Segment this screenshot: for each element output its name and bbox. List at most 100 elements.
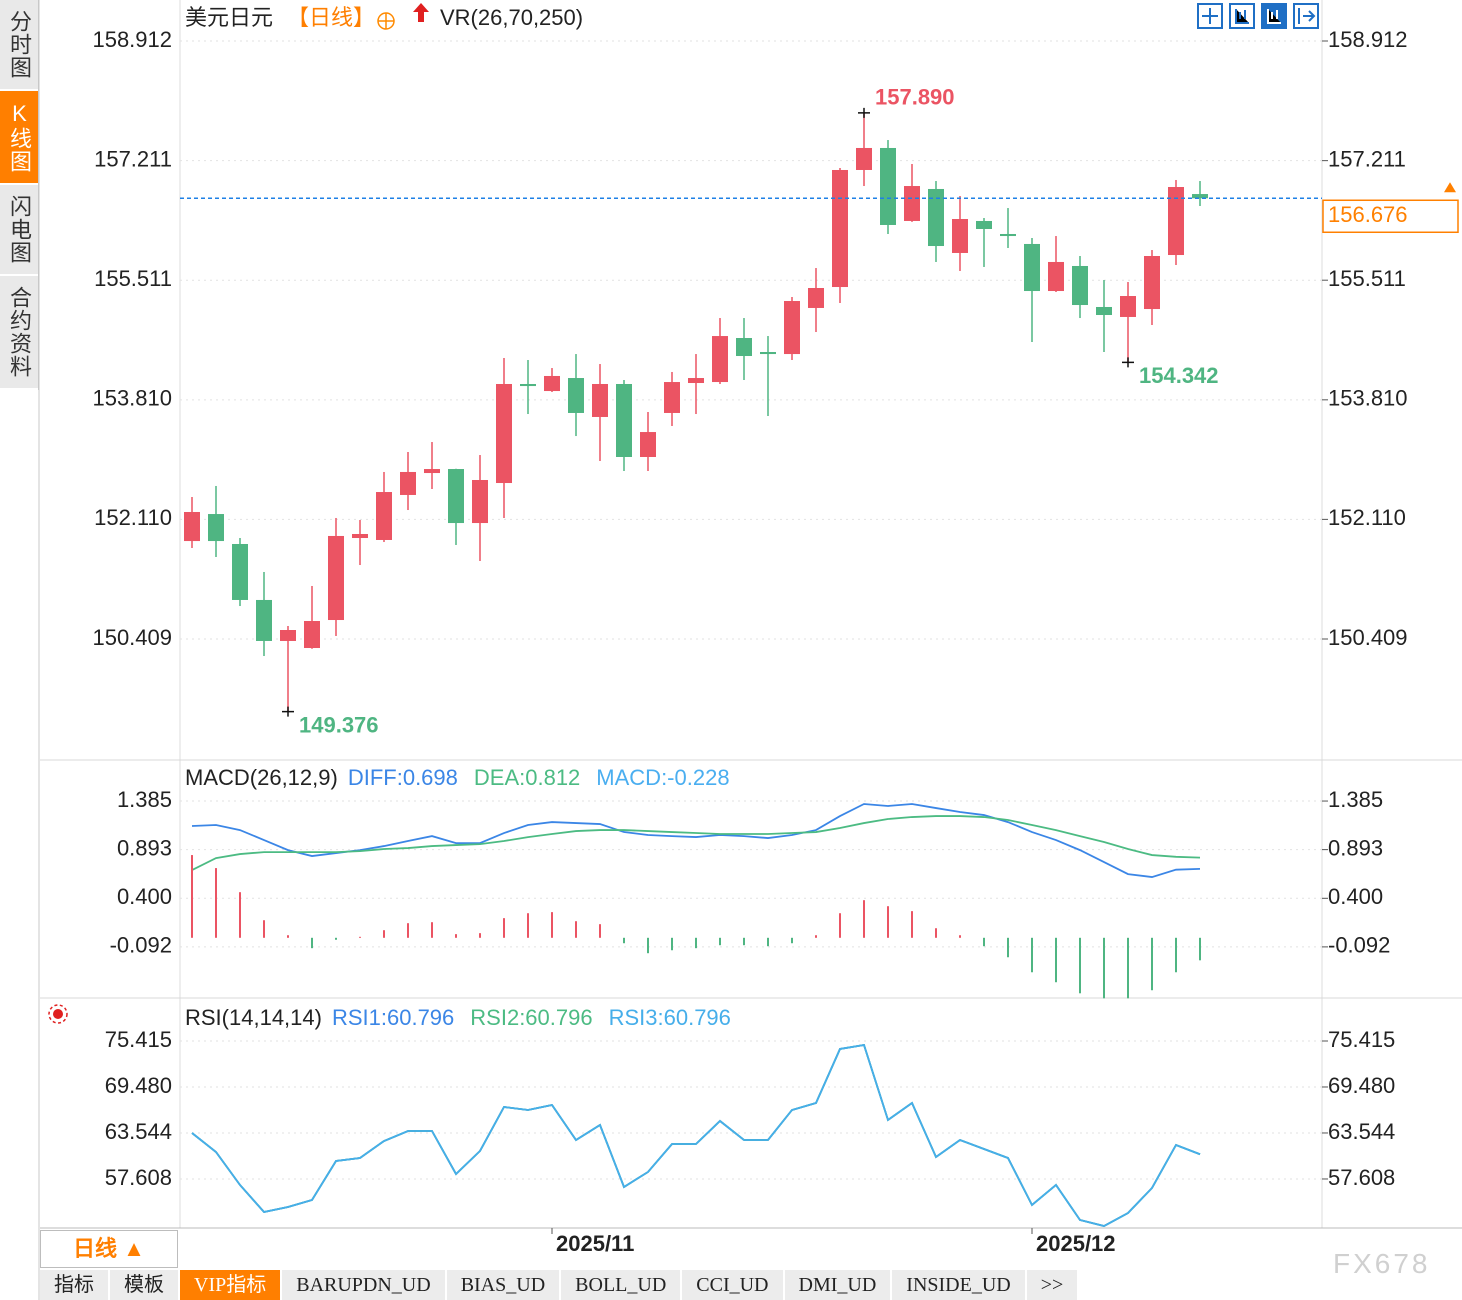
indicator-label: VR(26,70,250) xyxy=(440,5,583,30)
candle-body xyxy=(760,351,776,355)
legend-entry: DEA:0.812 xyxy=(474,765,580,790)
sidebar-tab[interactable]: 分时图 xyxy=(0,0,38,91)
candle-body xyxy=(712,336,728,383)
sidebar-tab[interactable]: 合约资料 xyxy=(0,276,38,390)
candle-body xyxy=(520,383,536,387)
candle-body xyxy=(400,471,416,495)
candle-body xyxy=(568,378,584,413)
candle-body xyxy=(1096,306,1112,316)
candle-body xyxy=(928,188,944,247)
annotation-marker xyxy=(282,706,294,717)
y-tick-label-right: -0.092 xyxy=(1328,933,1390,958)
y-tick-label-right: 69.480 xyxy=(1328,1073,1395,1098)
candle-body xyxy=(1000,233,1016,237)
sidebar: 分时图 K线图 闪电图 合约资料 xyxy=(0,0,39,390)
series-line xyxy=(191,1043,1201,1227)
candle-body xyxy=(880,147,896,225)
indicator-tab[interactable]: BOLL_UD xyxy=(561,1270,683,1300)
candle-body xyxy=(496,383,512,484)
y-tick-label-right: 150.409 xyxy=(1328,625,1408,650)
legend-entry: DIFF:0.698 xyxy=(348,765,458,790)
panel-title: MACD(26,12,9) xyxy=(185,765,338,790)
period-text: 日线 xyxy=(73,1236,118,1261)
toolbar-icon[interactable] xyxy=(1229,3,1255,29)
y-tick-label: 155.511 xyxy=(94,266,172,291)
y-tick-label: 69.480 xyxy=(105,1073,172,1098)
last-price-box xyxy=(1322,199,1459,234)
y-tick-label-right: 1.385 xyxy=(1328,787,1383,812)
sidebar-tab[interactable]: K线图 xyxy=(0,91,38,185)
candle-body xyxy=(544,375,560,392)
indicator-tab[interactable]: 指标 xyxy=(40,1270,110,1300)
candle-body xyxy=(304,621,320,649)
candle-body xyxy=(904,186,920,221)
toolbar-icon[interactable] xyxy=(1197,3,1223,29)
candle-body xyxy=(736,338,752,357)
watermark: FX678 xyxy=(1333,1248,1431,1279)
candle-body xyxy=(472,479,488,524)
candle-body xyxy=(328,535,344,621)
y-tick-label: 63.544 xyxy=(105,1119,172,1144)
indicator-tab[interactable]: VIP指标 xyxy=(180,1270,283,1300)
legend-entry: RSI1:60.796 xyxy=(332,1005,454,1030)
chart-title: 美元日元 xyxy=(185,5,273,30)
candle-body xyxy=(1024,243,1040,292)
candle-body xyxy=(784,301,800,355)
settings-icon[interactable] xyxy=(377,12,395,30)
series-line xyxy=(191,1043,1201,1227)
annotation-label: 157.890 xyxy=(875,85,955,110)
indicator-arrow[interactable] xyxy=(413,3,429,22)
indicator-tabs: 指标 模板 VIP指标 BARUPDN_UD BIAS_UD BOLL_UD CCI_UD D… xyxy=(40,1270,1080,1300)
y-tick-label: 150.409 xyxy=(92,625,172,650)
sidebar-tab[interactable]: 闪电图 xyxy=(0,185,38,276)
indicator-tab[interactable]: CCI_UD xyxy=(682,1270,785,1300)
rsi-icon[interactable] xyxy=(48,1004,68,1024)
candle-body xyxy=(184,511,200,542)
candle-body xyxy=(280,630,296,641)
y-tick-label: 158.912 xyxy=(92,27,172,52)
candle-body xyxy=(832,169,848,288)
candle-body xyxy=(664,382,680,413)
indicator-tab[interactable]: INSIDE_UD xyxy=(892,1270,1027,1300)
y-tick-label: -0.092 xyxy=(110,933,172,958)
y-tick-label-right: 0.400 xyxy=(1328,884,1383,909)
y-tick-label-right: 57.608 xyxy=(1328,1165,1395,1190)
candle-body xyxy=(376,492,392,540)
series-line xyxy=(191,803,1201,878)
indicator-tab[interactable]: DMI_UD xyxy=(784,1270,893,1300)
indicator-tab[interactable]: BIAS_UD xyxy=(446,1270,562,1300)
candle-body xyxy=(424,469,440,474)
indicator-tab[interactable]: BARUPDN_UD xyxy=(282,1270,447,1300)
candle-body xyxy=(1168,187,1184,256)
annotation-label: 154.342 xyxy=(1139,363,1219,388)
candle-body xyxy=(1144,256,1160,310)
candle-body xyxy=(808,287,824,308)
y-tick-label: 0.893 xyxy=(117,835,172,860)
candle-body xyxy=(232,543,248,600)
candle-body xyxy=(952,219,968,253)
candle-body xyxy=(616,383,632,457)
indicator-tab[interactable]: 模板 xyxy=(110,1270,180,1300)
candle-body xyxy=(1048,261,1064,292)
legend-entry: MACD:-0.228 xyxy=(596,765,729,790)
y-tick-label-right: 0.893 xyxy=(1328,835,1383,860)
y-tick-label: 157.211 xyxy=(94,146,172,171)
period-arrow: ▲ xyxy=(123,1236,145,1261)
y-tick-label: 57.608 xyxy=(105,1165,172,1190)
period-button[interactable]: 日线 ▲ xyxy=(40,1230,178,1268)
annotation-marker xyxy=(858,107,870,118)
candle-body xyxy=(856,147,872,170)
annotation-marker xyxy=(1122,357,1134,368)
candle-body xyxy=(448,469,464,524)
panel-title: RSI(14,14,14) xyxy=(185,1005,322,1030)
indicator-tab[interactable]: >> xyxy=(1026,1270,1080,1300)
y-tick-label: 153.810 xyxy=(92,386,172,411)
y-tick-label-right: 152.110 xyxy=(1328,505,1406,530)
y-tick-label: 152.110 xyxy=(94,505,172,530)
toolbar-icon[interactable] xyxy=(1261,3,1287,29)
candle-body xyxy=(256,599,272,641)
toolbar-icon[interactable] xyxy=(1293,3,1319,29)
x-tick-label: 2025/12 xyxy=(1036,1231,1116,1256)
